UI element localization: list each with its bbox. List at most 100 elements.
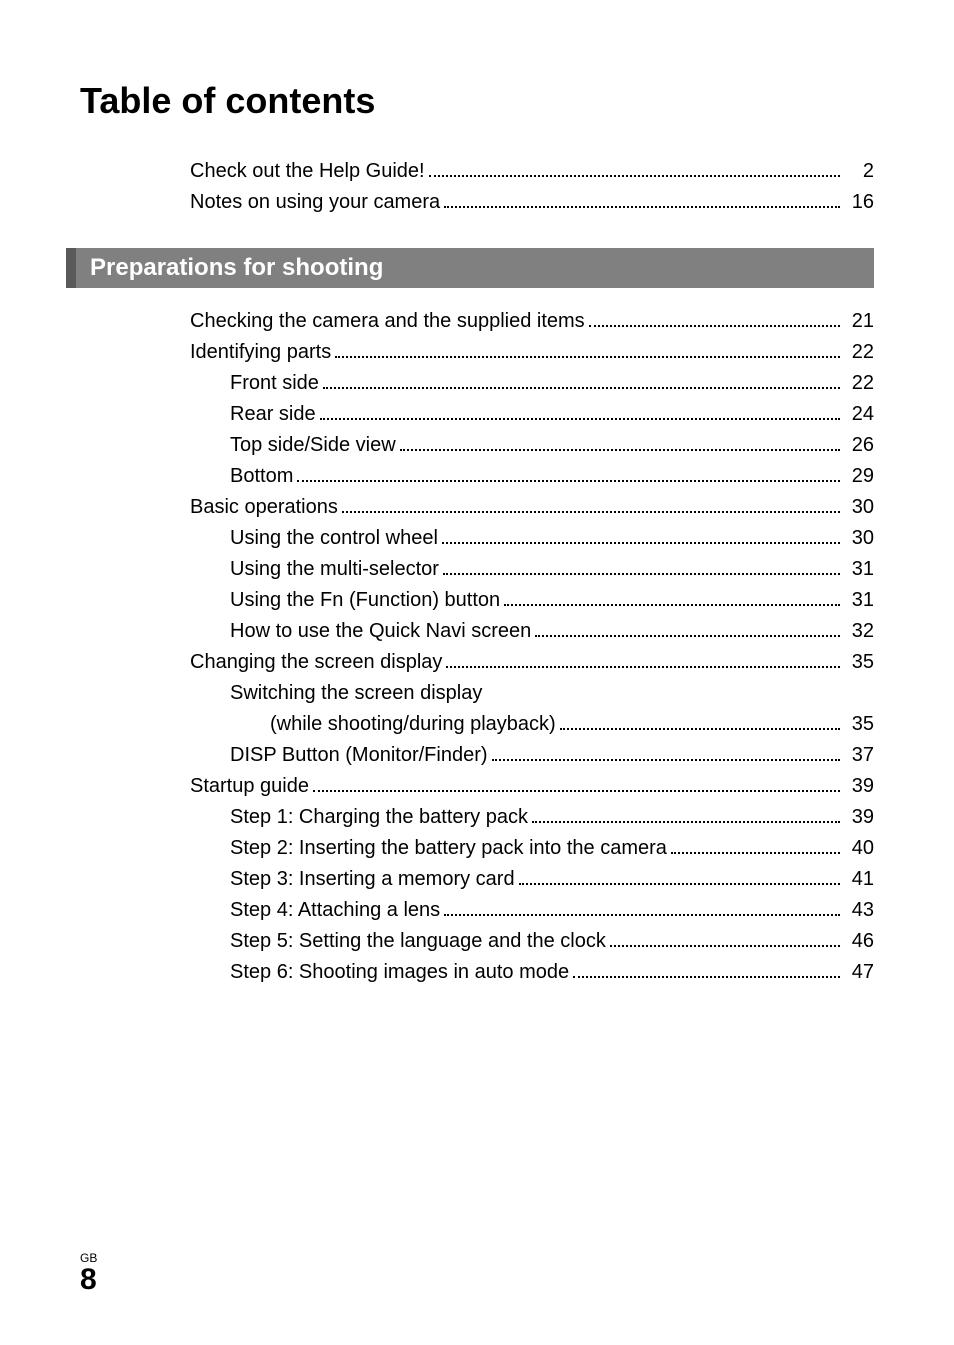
leader-dots — [610, 945, 840, 947]
toc-label: Check out the Help Guide! — [190, 156, 425, 187]
leader-dots — [504, 604, 840, 606]
toc-page: 21 — [844, 306, 874, 337]
toc-label: Step 5: Setting the language and the clo… — [230, 926, 606, 957]
toc-page: 35 — [844, 709, 874, 740]
toc-row: Startup guide 39 — [190, 771, 874, 802]
toc-page: 30 — [844, 523, 874, 554]
toc-page: 2 — [844, 156, 874, 187]
toc-label: How to use the Quick Navi screen — [230, 616, 531, 647]
toc-page: 46 — [844, 926, 874, 957]
toc-block: Checking the camera and the supplied ite… — [190, 306, 874, 988]
leader-dots — [444, 206, 840, 208]
toc-row: (while shooting/during playback) 35 — [190, 709, 874, 740]
leader-dots — [442, 542, 840, 544]
leader-dots — [342, 511, 840, 513]
toc-label: Checking the camera and the supplied ite… — [190, 306, 585, 337]
toc-row: Bottom 29 — [190, 461, 874, 492]
toc-label: Step 4: Attaching a lens — [230, 895, 440, 926]
toc-page: 30 — [844, 492, 874, 523]
leader-dots — [492, 759, 840, 761]
leader-dots — [446, 666, 840, 668]
leader-dots — [443, 573, 840, 575]
toc-label: Using the control wheel — [230, 523, 438, 554]
toc-row: Step 1: Charging the battery pack 39 — [190, 802, 874, 833]
toc-page: 31 — [844, 585, 874, 616]
leader-dots — [323, 387, 840, 389]
toc-page: 31 — [844, 554, 874, 585]
toc-label: Switching the screen display — [230, 678, 482, 709]
toc-label: Identifying parts — [190, 337, 331, 368]
toc-row: DISP Button (Monitor/Finder) 37 — [190, 740, 874, 771]
footer-page-number: 8 — [80, 1265, 97, 1295]
toc-page: 37 — [844, 740, 874, 771]
toc-label: Changing the screen display — [190, 647, 442, 678]
toc-label: Rear side — [230, 399, 316, 430]
toc-label: Startup guide — [190, 771, 309, 802]
leader-dots — [444, 914, 840, 916]
toc-row: Step 6: Shooting images in auto mode 47 — [190, 957, 874, 988]
intro-block: Check out the Help Guide! 2 Notes on usi… — [190, 156, 874, 218]
leader-dots — [573, 976, 840, 978]
toc-row: Using the Fn (Function) button 31 — [190, 585, 874, 616]
toc-page: 39 — [844, 771, 874, 802]
toc-row: Top side/Side view 26 — [190, 430, 874, 461]
toc-page: 35 — [844, 647, 874, 678]
toc-label: Bottom — [230, 461, 293, 492]
leader-dots — [589, 325, 840, 327]
leader-dots — [335, 356, 840, 358]
toc-row: Step 5: Setting the language and the clo… — [190, 926, 874, 957]
toc-page: 16 — [844, 187, 874, 218]
leader-dots — [297, 480, 840, 482]
toc-label: Notes on using your camera — [190, 187, 440, 218]
toc-row: Notes on using your camera 16 — [190, 187, 874, 218]
toc-page: 47 — [844, 957, 874, 988]
toc-row: Front side 22 — [190, 368, 874, 399]
toc-page: 22 — [844, 368, 874, 399]
toc-page: 40 — [844, 833, 874, 864]
leader-dots — [400, 449, 840, 451]
toc-row: Checking the camera and the supplied ite… — [190, 306, 874, 337]
toc-row: Using the multi-selector 31 — [190, 554, 874, 585]
toc-row: Basic operations 30 — [190, 492, 874, 523]
page-title: Table of contents — [80, 80, 874, 122]
toc-row: Check out the Help Guide! 2 — [190, 156, 874, 187]
toc-page: 26 — [844, 430, 874, 461]
toc-label: Step 3: Inserting a memory card — [230, 864, 515, 895]
toc-row: Using the control wheel 30 — [190, 523, 874, 554]
toc-page: 29 — [844, 461, 874, 492]
toc-page: 39 — [844, 802, 874, 833]
toc-page: 43 — [844, 895, 874, 926]
toc-page: 24 — [844, 399, 874, 430]
toc-row: Identifying parts 22 — [190, 337, 874, 368]
toc-label: Step 1: Charging the battery pack — [230, 802, 528, 833]
toc-row: How to use the Quick Navi screen 32 — [190, 616, 874, 647]
toc-label: Top side/Side view — [230, 430, 396, 461]
leader-dots — [560, 728, 840, 730]
toc-label: Basic operations — [190, 492, 338, 523]
leader-dots — [532, 821, 840, 823]
toc-row: Changing the screen display 35 — [190, 647, 874, 678]
leader-dots — [429, 175, 840, 177]
toc-page: 32 — [844, 616, 874, 647]
leader-dots — [320, 418, 840, 420]
toc-label: Front side — [230, 368, 319, 399]
toc-label: DISP Button (Monitor/Finder) — [230, 740, 488, 771]
toc-page: 22 — [844, 337, 874, 368]
toc-row: Rear side 24 — [190, 399, 874, 430]
toc-row: Step 3: Inserting a memory card 41 — [190, 864, 874, 895]
toc-label: (while shooting/during playback) — [270, 709, 556, 740]
leader-dots — [313, 790, 840, 792]
toc-row: Step 2: Inserting the battery pack into … — [190, 833, 874, 864]
toc-label: Step 2: Inserting the battery pack into … — [230, 833, 667, 864]
toc-page: 41 — [844, 864, 874, 895]
toc-row: Step 4: Attaching a lens 43 — [190, 895, 874, 926]
toc-label: Using the Fn (Function) button — [230, 585, 500, 616]
page-footer: GB 8 — [80, 1251, 97, 1295]
toc-label: Using the multi-selector — [230, 554, 439, 585]
leader-dots — [519, 883, 840, 885]
toc-label: Step 6: Shooting images in auto mode — [230, 957, 569, 988]
leader-dots — [535, 635, 840, 637]
section-header: Preparations for shooting — [66, 248, 874, 288]
toc-row: Switching the screen display — [190, 678, 874, 709]
leader-dots — [671, 852, 840, 854]
